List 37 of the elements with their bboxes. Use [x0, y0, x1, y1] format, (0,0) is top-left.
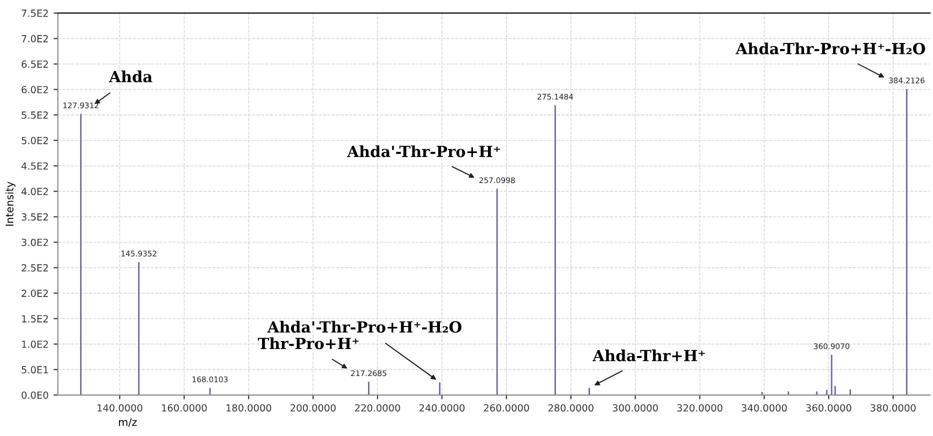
x-tick-label: 240.0000 — [419, 404, 465, 412]
x-tick-label: 160.0000 — [162, 404, 207, 412]
x-tick-label: 220.0000 — [355, 404, 400, 412]
y-tick-label: 5.0E1 — [22, 366, 48, 374]
y-tick-label: 1.5E2 — [22, 315, 48, 322]
y-tick-label: 6.5E2 — [22, 60, 48, 68]
x-tick-label: 200.0000 — [290, 404, 336, 412]
annotation: Ahda-Thr-Pro+H⁺-H₂O — [736, 42, 926, 54]
y-tick-label: 3.5E2 — [22, 213, 48, 221]
y-tick-label: 2.0E2 — [22, 290, 48, 297]
y-tick-label: 5.0E2 — [22, 136, 48, 144]
x-tick-label: 140.0000 — [98, 404, 142, 412]
y-tick-label: 3.0E2 — [22, 238, 48, 246]
x-tick-label: 320.0000 — [677, 404, 722, 412]
annotation: Ahda'-Thr-Pro+H⁺ — [346, 145, 500, 158]
annotation: Ahda'-Thr-Pro+H⁺-H₂O — [267, 320, 462, 333]
annotation: Thr-Pro+H⁺ — [258, 337, 359, 350]
y-tick-label: 5.5E2 — [22, 111, 48, 119]
x-axis-title: m/z — [119, 418, 137, 427]
y-tick-label: 7.0E2 — [22, 35, 48, 42]
y-tick-label: 2.5E2 — [22, 264, 48, 272]
y-tick-label: 6.0E2 — [22, 86, 48, 94]
y-tick-label: 4.5E2 — [22, 162, 48, 170]
y-tick-label: 0.0E0 — [22, 391, 48, 399]
x-tick-label: 300.0000 — [612, 404, 658, 412]
annotation: Ahda-Thr+H⁺ — [592, 349, 705, 362]
y-tick-label: 7.5E2 — [22, 10, 48, 17]
y-tick-label: 4.0E2 — [22, 188, 48, 196]
x-tick-label: 180.0000 — [226, 404, 272, 412]
x-tick-label: 260.0000 — [484, 404, 529, 412]
y-axis-title: Intensity — [5, 182, 16, 226]
x-tick-label: 280.0000 — [548, 404, 594, 412]
x-tick-label: 360.0000 — [806, 404, 852, 412]
y-tick-label: 1.0E2 — [22, 340, 48, 348]
x-tick-label: 340.0000 — [742, 404, 787, 412]
x-tick-label: 380.0000 — [870, 404, 916, 412]
annotation: Ahda — [108, 70, 152, 82]
